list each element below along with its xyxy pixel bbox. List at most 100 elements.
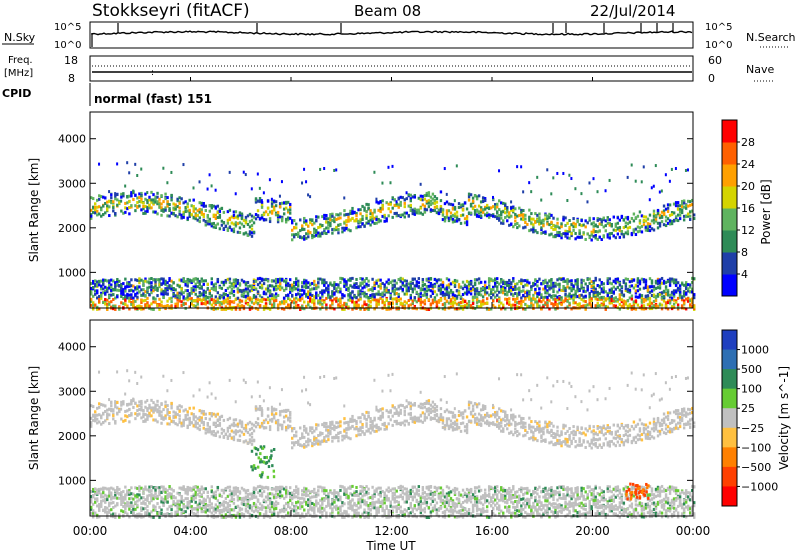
power-cell xyxy=(639,210,641,213)
power-cell xyxy=(174,208,176,211)
power-cell xyxy=(207,214,209,217)
power-cell xyxy=(277,218,279,221)
power-cell xyxy=(434,290,436,293)
power-cell xyxy=(379,279,381,282)
power-cell xyxy=(245,173,247,176)
velocity-cell xyxy=(158,506,160,509)
power-cell xyxy=(359,225,361,228)
power-cell xyxy=(436,205,438,208)
power-cell xyxy=(639,282,641,285)
power-cell xyxy=(570,177,572,180)
power-cell xyxy=(317,285,319,288)
power-cell xyxy=(410,204,412,207)
power-cell xyxy=(140,168,142,171)
power-cell xyxy=(528,181,530,184)
power-cell xyxy=(402,288,404,291)
power-cell xyxy=(576,278,578,281)
power-cell xyxy=(307,225,309,228)
power-cell xyxy=(128,200,130,203)
power-cell xyxy=(550,214,552,217)
power-cell xyxy=(522,209,524,212)
power-cell xyxy=(199,180,201,183)
power-cell xyxy=(120,200,122,203)
power-cell xyxy=(263,282,265,285)
power-cell xyxy=(251,228,253,231)
power-cell xyxy=(603,217,605,220)
power-cell xyxy=(134,209,136,212)
power-cell xyxy=(448,278,450,281)
power-cell xyxy=(363,206,365,209)
power-cell xyxy=(182,216,184,219)
power-cell xyxy=(265,218,267,221)
power-cell xyxy=(458,218,460,221)
nsky-tick-bottom: 10^0 xyxy=(54,40,81,51)
power-cell xyxy=(229,278,231,281)
power-cell xyxy=(675,284,677,287)
power-cell xyxy=(603,282,605,285)
power-cell xyxy=(160,300,162,303)
power-cell xyxy=(146,297,148,300)
power-cell xyxy=(478,277,480,280)
power-cell xyxy=(221,207,223,210)
power-cell xyxy=(617,232,619,235)
power-cell xyxy=(233,228,235,231)
power-cell xyxy=(389,181,391,184)
velocity-cell xyxy=(186,413,188,416)
power-cell xyxy=(158,198,160,201)
power-cell xyxy=(174,288,176,291)
power-cell xyxy=(263,213,265,216)
power-cell xyxy=(329,224,331,227)
power-cell xyxy=(142,284,144,287)
power-cell xyxy=(659,191,661,194)
velocity-cell xyxy=(130,486,132,489)
power-cell xyxy=(400,298,402,301)
power-cell xyxy=(428,298,430,301)
power-cell xyxy=(285,287,287,290)
power-cell xyxy=(339,216,341,219)
power-cell xyxy=(339,212,341,215)
power-cell xyxy=(584,282,586,285)
velocity-cell xyxy=(178,414,180,417)
power-cell xyxy=(305,180,307,183)
power-cell xyxy=(406,293,408,296)
power-cell xyxy=(392,165,394,168)
velocity-cell xyxy=(178,410,180,413)
power-cell xyxy=(406,280,408,283)
power-cell xyxy=(584,295,586,298)
power-cell xyxy=(219,227,221,230)
velocity-cell xyxy=(162,375,164,378)
power-cell xyxy=(512,280,514,283)
power-cell xyxy=(496,285,498,288)
velocity-cell xyxy=(138,493,140,496)
power-cell xyxy=(546,168,548,171)
power-cell xyxy=(508,297,510,300)
power-cell xyxy=(673,211,675,214)
power-cell xyxy=(269,220,271,223)
velocity-cell xyxy=(124,486,126,489)
power-cell xyxy=(297,285,299,288)
power-cell xyxy=(327,287,329,290)
power-cell xyxy=(235,192,237,195)
power-cell xyxy=(580,284,582,287)
power-cell xyxy=(195,293,197,296)
power-cell xyxy=(480,281,482,284)
power-cell xyxy=(309,195,311,198)
power-cell xyxy=(518,225,520,228)
power-cell xyxy=(239,226,241,229)
power-cell xyxy=(223,211,225,214)
power-cell xyxy=(582,231,584,234)
power-cell xyxy=(609,179,611,182)
power-cell xyxy=(474,282,476,285)
power-cell xyxy=(544,279,546,282)
power-cell xyxy=(593,177,595,180)
power-cell xyxy=(546,305,548,308)
power-cell xyxy=(506,219,508,222)
power-cell xyxy=(108,190,110,193)
nave-tick-bottom: 0 xyxy=(708,72,715,85)
velocity-cell xyxy=(120,408,122,411)
power-cell xyxy=(590,238,592,241)
power-cell xyxy=(205,209,207,212)
power-cell xyxy=(440,190,442,193)
power-cell xyxy=(283,297,285,300)
